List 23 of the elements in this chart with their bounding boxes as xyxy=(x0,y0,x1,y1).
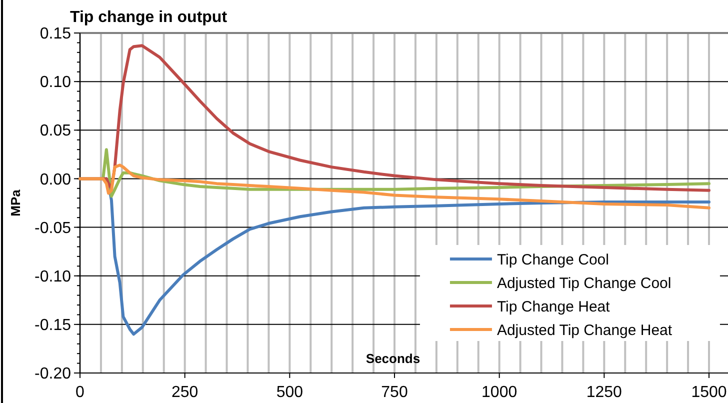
x-tick-label: 1250 xyxy=(586,384,622,401)
legend-label: Tip Change Heat xyxy=(496,298,611,316)
x-axis-title: Seconds xyxy=(366,351,420,366)
y-tick-label: -0.15 xyxy=(34,317,72,334)
x-tick-label: 250 xyxy=(171,384,198,401)
y-tick-label: 0.05 xyxy=(40,122,72,140)
y-tick-label: 0.10 xyxy=(40,74,72,92)
y-tick-label: -0.05 xyxy=(34,220,72,237)
y-axis-title: MPa xyxy=(8,188,23,216)
x-tick-label: 500 xyxy=(276,384,304,401)
line-series xyxy=(78,164,710,210)
x-tick-label: 0 xyxy=(76,384,85,401)
chart-title: Tip change in output xyxy=(70,9,228,26)
legend-label: Adjusted Tip Change Heat xyxy=(496,322,673,339)
y-tick-label: 0.00 xyxy=(40,171,72,188)
x-tick-label: 750 xyxy=(381,384,408,401)
x-tick-label: 1000 xyxy=(482,384,518,401)
x-tick-label: 1500 xyxy=(691,384,727,401)
y-tick-label: 0.15 xyxy=(40,26,72,43)
y-tick-label: -0.20 xyxy=(34,366,72,383)
y-tick-label: -0.10 xyxy=(34,268,72,286)
legend-label: Tip Change Cool xyxy=(496,251,609,268)
legend-label: Adjusted Tip Change Cool xyxy=(496,274,672,292)
